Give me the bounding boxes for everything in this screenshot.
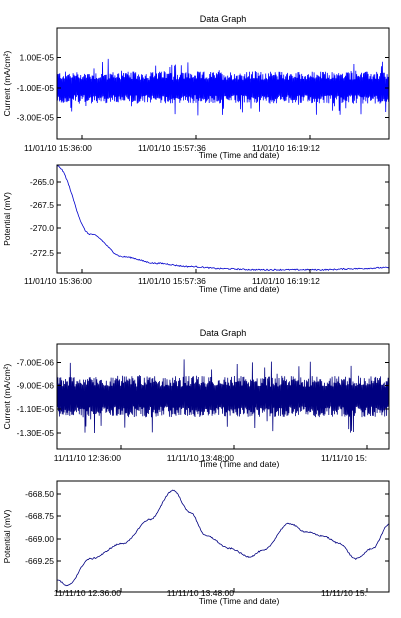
y-axis-label: Current (mA/cm²) [2, 364, 12, 430]
x-tick-label: 11/01/10 15:57:36 [138, 143, 206, 153]
y-tick-label: -7.00E-06 [17, 358, 55, 368]
x-tick-label: 11/11/10 13:48:00 [167, 588, 235, 598]
chart-current_nov01: 1.00E-05 -1.00E-05 -3.00E-05 11/01/10 15:36… [2, 27, 390, 160]
chart-current_nov11: -7.00E-06 -9.00E-06 -1.10E-05 -1.30E-05 11/1… [2, 343, 390, 469]
y-axis-label: Potential (mV) [2, 192, 12, 246]
plot-frame [56, 27, 390, 140]
x-tick-label: 11/11/10 15: [321, 588, 367, 598]
y-tick-label: -1.00E-05 [17, 83, 55, 93]
y-tick-label: -668.75 [25, 511, 54, 521]
chart-potential_nov01: -265.0 -267.5 -270.0 -272.5 11/01/10 15:36:0… [2, 164, 390, 294]
x-tick-label: 11/11/10 13:48:00 [167, 453, 235, 463]
x-tick-label: 11/01/10 16:19:12 [252, 143, 320, 153]
x-axis-label: Time (Time and date) [199, 284, 280, 294]
x-tick-label: 11/11/10 15: [321, 453, 367, 463]
y-tick-label: -267.5 [30, 200, 54, 210]
x-tick-label: 11/01/10 15:57:36 [138, 276, 206, 286]
x-tick-label: 11/01/10 15:36:00 [24, 143, 92, 153]
y-axis-label: Potential (mV) [2, 509, 12, 563]
series-line [57, 359, 389, 434]
plot-frame [56, 480, 390, 593]
series-line [57, 489, 389, 587]
y-tick-label: -3.00E-05 [17, 113, 55, 123]
series-line [57, 165, 389, 271]
y-axis-label: Current (mA/cm²) [2, 51, 12, 117]
y-tick-label: -1.30E-05 [17, 428, 55, 438]
x-axis-label: Time (Time and date) [199, 459, 280, 469]
x-axis-label: Time (Time and date) [199, 150, 280, 160]
y-tick-label: -1.10E-05 [17, 404, 55, 414]
y-tick-label: -270.0 [30, 223, 54, 233]
y-tick-label: -9.00E-06 [17, 381, 55, 391]
y-tick-label: -668.50 [25, 489, 54, 499]
y-tick-label: -669.00 [25, 534, 54, 544]
y-tick-label: -265.0 [30, 177, 54, 187]
top-group-title: Data Graph [199, 14, 247, 24]
y-tick-label: -272.5 [30, 248, 54, 258]
y-tick-label: -669.25 [25, 556, 54, 566]
plot-frame [56, 164, 390, 274]
bottom-group-title: Data Graph [199, 328, 247, 338]
x-tick-label: 11/11/10 12:36:00 [54, 588, 122, 598]
y-tick-label: 1.00E-05 [20, 53, 55, 63]
series-line [57, 58, 389, 116]
chart-potential_nov11: -668.50 -668.75 -669.00 -669.25 11/11/10 12:… [2, 480, 390, 606]
x-tick-label: 11/01/10 16:19:12 [252, 276, 320, 286]
x-tick-label: 11/11/10 12:36:00 [54, 453, 122, 463]
plot-frame [56, 343, 390, 450]
x-tick-label: 11/01/10 15:36:00 [24, 276, 92, 286]
x-axis-label: Time (Time and date) [199, 596, 280, 606]
